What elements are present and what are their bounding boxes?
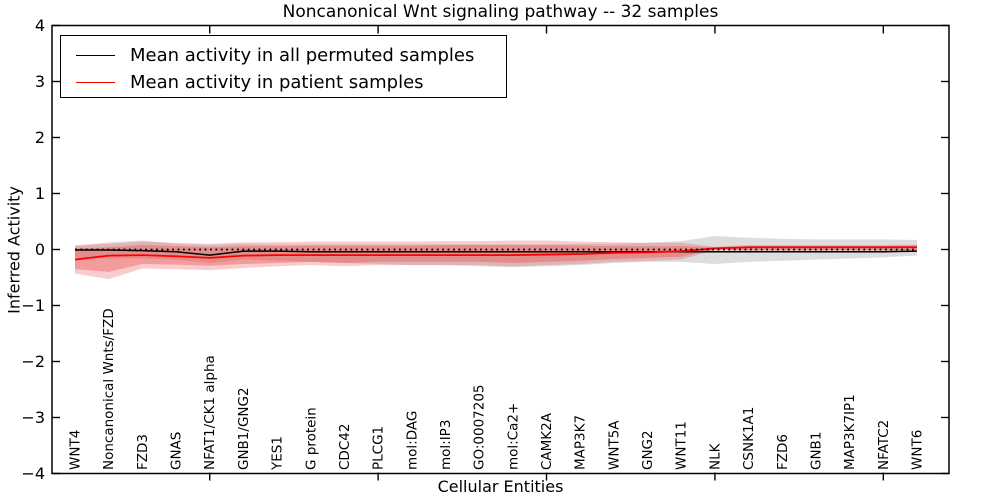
legend-label-permuted: Mean activity in all permuted samples: [130, 44, 475, 66]
x-category-label: mol:DAG: [404, 411, 420, 470]
x-category-label: mol:Ca2+: [505, 403, 521, 470]
x-category-label: CSNK1A1: [741, 407, 757, 470]
x-category-label: GO:0007205: [472, 384, 488, 470]
x-category-label: WNT6: [910, 430, 926, 470]
y-axis-label: Inferred Activity: [4, 186, 24, 314]
x-category-label: NFAT1/CK1 alpha: [202, 355, 218, 470]
x-category-label: CAMK2A: [539, 412, 555, 470]
y-tick-label: 3: [35, 72, 45, 91]
x-category-label: G protein: [303, 407, 319, 470]
y-tick-label: 0: [35, 240, 45, 259]
chart-title: Noncanonical Wnt signaling pathway -- 32…: [282, 2, 719, 22]
legend-entry-permuted: Mean activity in all permuted samples: [76, 42, 506, 68]
red-line-swatch-icon: [76, 82, 115, 84]
x-category-label: GNB1: [808, 432, 824, 470]
black-line-swatch-icon: [76, 54, 115, 56]
x-category-label: NFATC2: [876, 420, 892, 470]
y-tick-label: −4: [21, 464, 45, 483]
patient-activity-range-outer-band: [75, 240, 917, 280]
x-category-label: WNT4: [68, 430, 84, 470]
x-category-label: FZD3: [135, 434, 151, 470]
legend: Mean activity in all permuted samples Me…: [60, 35, 507, 98]
x-category-label: YES1: [270, 436, 286, 471]
x-category-label: NLK: [707, 442, 723, 470]
y-tick-label: 2: [35, 128, 45, 147]
x-category-label: MAP3K7: [573, 415, 589, 470]
y-tick-label: 4: [35, 16, 45, 35]
y-tick-label: −1: [21, 296, 45, 315]
x-category-label: MAP3K7IP1: [842, 394, 858, 470]
x-axis-label: Cellular Entities: [437, 477, 564, 496]
x-category-label: WNT11: [674, 421, 690, 470]
legend-entry-patient: Mean activity in patient samples: [76, 70, 506, 96]
y-tick-label: 1: [35, 184, 45, 203]
x-category-label: GNAS: [169, 432, 185, 470]
permuted-mean-line: [75, 249, 918, 256]
patient-mean-line: [74, 246, 917, 261]
x-category-label: GNB1/GNG2: [236, 387, 252, 470]
y-tick-label: −2: [21, 352, 45, 371]
legend-label-patient: Mean activity in patient samples: [130, 72, 424, 94]
x-category-label: GNG2: [640, 430, 656, 470]
x-category-label: Noncanonical Wnts/FZD: [101, 308, 117, 470]
x-category-label: WNT5A: [606, 420, 622, 470]
x-category-label: CDC42: [337, 424, 353, 470]
x-category-label: FZD6: [775, 434, 791, 470]
x-category-label: PLCG1: [371, 426, 387, 470]
y-tick-label: −3: [21, 408, 45, 427]
x-category-label: mol:IP3: [438, 420, 454, 470]
